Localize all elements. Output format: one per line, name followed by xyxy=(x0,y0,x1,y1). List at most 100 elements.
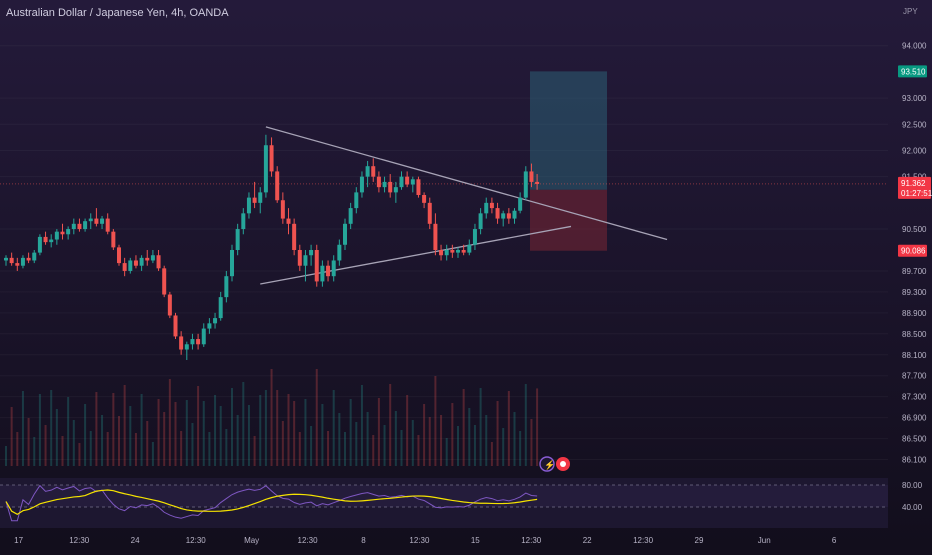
alert-icons[interactable]: ⚡ xyxy=(539,456,570,472)
volume-bar xyxy=(259,395,262,466)
volume-bar xyxy=(44,425,47,466)
candle xyxy=(230,244,234,282)
time-tick-label: 12:30 xyxy=(633,536,654,545)
trendline[interactable] xyxy=(265,126,668,241)
candle xyxy=(314,244,319,287)
volume-bar xyxy=(377,398,380,466)
position-zones[interactable] xyxy=(0,71,888,251)
candle xyxy=(388,174,393,198)
volume-bar xyxy=(298,432,301,466)
volume-bar xyxy=(281,421,284,466)
volume-bar xyxy=(5,446,7,466)
volume-bar xyxy=(344,432,346,466)
target-zone[interactable] xyxy=(530,71,607,190)
volume-bar xyxy=(151,442,154,466)
candle xyxy=(393,181,398,203)
candle xyxy=(439,244,444,261)
price-tick-label: 88.100 xyxy=(902,351,927,360)
volume-bar xyxy=(118,416,120,466)
candle xyxy=(162,265,167,298)
volume-bar xyxy=(411,420,414,466)
volume-bar xyxy=(479,388,482,466)
volume-bar xyxy=(72,420,75,466)
time-tick-label: 22 xyxy=(583,536,592,545)
rsi-ma-line xyxy=(5,489,538,516)
price-tag-current xyxy=(898,176,931,199)
volume-bar xyxy=(490,442,493,466)
candle xyxy=(297,244,302,271)
rsi-level-label: 80.00 xyxy=(902,481,923,490)
candle xyxy=(77,218,82,232)
time-tick-label: 12:30 xyxy=(409,536,430,545)
volume-bar xyxy=(10,407,13,466)
candle xyxy=(348,202,353,230)
candle xyxy=(71,218,76,235)
candle xyxy=(461,244,466,256)
volume-bar xyxy=(84,404,87,466)
candle xyxy=(128,257,133,274)
volume-bar xyxy=(236,415,239,466)
volume-bar xyxy=(434,376,437,466)
volume-bar xyxy=(485,415,488,466)
time-axis[interactable]: 17 12:30 24 12:30 May 12:30 8 12:30 15 12:30 22 12:… xyxy=(14,536,837,545)
volume-bar xyxy=(112,393,115,466)
time-tick-label: 12:30 xyxy=(298,536,319,545)
candle xyxy=(83,218,88,232)
candle xyxy=(280,192,285,224)
candle xyxy=(100,215,105,230)
trendline[interactable] xyxy=(260,225,572,285)
candle xyxy=(9,252,14,266)
volume-bar xyxy=(513,412,516,466)
volume-bar xyxy=(242,382,245,466)
candle xyxy=(501,210,506,227)
candle xyxy=(37,234,42,256)
volume-bar xyxy=(457,426,459,466)
candle xyxy=(252,181,257,209)
candle xyxy=(489,197,494,214)
time-tick-label: 8 xyxy=(361,536,366,545)
volume-bar xyxy=(321,404,324,466)
candle xyxy=(343,218,347,250)
stop-zone[interactable] xyxy=(530,189,607,251)
candle xyxy=(359,171,364,198)
candle xyxy=(286,208,291,235)
volume-bar xyxy=(530,419,533,466)
time-tick-label: 24 xyxy=(131,536,140,545)
candle xyxy=(495,202,500,224)
time-tick-label: 15 xyxy=(471,536,480,545)
trendlines[interactable] xyxy=(260,126,668,285)
volume-bar xyxy=(394,411,397,466)
volume-bar xyxy=(462,389,465,466)
candle xyxy=(484,197,489,219)
candle xyxy=(213,312,218,329)
candle xyxy=(224,270,229,303)
lightning-icon[interactable] xyxy=(539,456,555,472)
candle xyxy=(4,255,8,266)
price-tick-label: 88.900 xyxy=(902,309,927,318)
candle xyxy=(354,187,359,214)
volume-bar xyxy=(33,437,36,466)
volume-bar xyxy=(157,399,160,466)
candle xyxy=(523,166,528,201)
price-tag-stop-text: 90.086 xyxy=(901,247,926,256)
volume-bar xyxy=(524,384,527,466)
price-tick-label: 86.100 xyxy=(902,456,927,465)
volume-bar xyxy=(185,400,188,466)
volume-bar xyxy=(214,395,217,466)
candle xyxy=(337,239,342,266)
currency-label: JPY xyxy=(903,7,918,16)
candle xyxy=(32,250,37,264)
candle xyxy=(88,213,93,230)
candle xyxy=(478,208,483,235)
volume-bar xyxy=(264,390,267,466)
rsi-panel: 80.00 40.00 xyxy=(0,478,923,528)
candle xyxy=(94,208,99,227)
candle xyxy=(331,255,336,282)
volume-bar xyxy=(89,431,92,466)
volume-bar xyxy=(440,415,443,466)
volume-bar xyxy=(332,390,335,466)
volume-bars xyxy=(5,369,539,466)
candle xyxy=(49,234,54,248)
candle xyxy=(467,239,472,256)
